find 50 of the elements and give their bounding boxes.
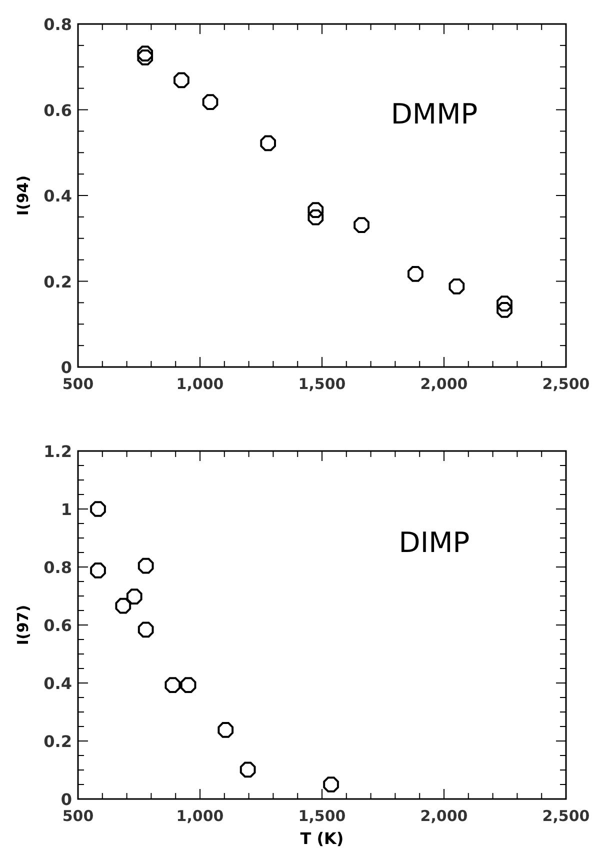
point xyxy=(354,217,370,234)
x-tick-label: 2,500 xyxy=(542,807,590,825)
y-tick-label: 0.6 xyxy=(44,616,72,635)
y-tick-label: 0.4 xyxy=(44,186,72,206)
x-tick-label: 2,000 xyxy=(420,807,468,825)
y-tick-label: 0 xyxy=(60,790,72,809)
point xyxy=(174,72,190,88)
x-tick-label: 500 xyxy=(62,375,94,393)
x-tick-label: 1,000 xyxy=(176,807,224,825)
y-tick-label: 0 xyxy=(60,358,72,377)
point xyxy=(138,558,154,574)
x-tick-label: 1,500 xyxy=(298,375,346,393)
point xyxy=(260,135,276,152)
y-axis-title: I(94) xyxy=(14,175,32,216)
y-axis-title: I(97) xyxy=(14,604,32,646)
point xyxy=(138,622,154,638)
point xyxy=(137,46,154,62)
y-tick-label: 1.2 xyxy=(44,442,72,461)
point xyxy=(323,776,339,792)
point xyxy=(202,94,218,110)
annotation: DIMP xyxy=(398,526,470,559)
x-axis-title: T (K) xyxy=(300,829,344,848)
x-tick-label: 2,000 xyxy=(420,375,468,393)
y-tick-label: 0.8 xyxy=(44,15,72,34)
x-tick-label: 1,500 xyxy=(298,807,346,825)
point xyxy=(308,209,324,226)
x-tick-label: 2,500 xyxy=(542,375,590,393)
annotation: DMMP xyxy=(390,97,478,130)
point xyxy=(308,202,324,218)
y-tick-label: 0.6 xyxy=(44,100,72,120)
point xyxy=(90,501,106,517)
point xyxy=(408,266,424,282)
y-tick-label: 0.2 xyxy=(44,272,72,292)
point xyxy=(115,598,132,614)
point xyxy=(137,50,154,66)
x-tick-label: 1,000 xyxy=(176,375,224,393)
point xyxy=(240,762,256,778)
point xyxy=(448,278,465,294)
x-tick-label: 500 xyxy=(62,807,94,825)
point xyxy=(496,302,512,318)
y-tick-label: 1 xyxy=(60,500,72,519)
point xyxy=(90,562,106,578)
point xyxy=(180,677,196,693)
y-tick-label: 0.8 xyxy=(44,558,72,577)
y-tick-label: 0.4 xyxy=(44,674,72,693)
point xyxy=(126,588,142,605)
y-tick-label: 0.2 xyxy=(44,732,72,751)
point xyxy=(218,722,234,738)
point xyxy=(164,677,181,693)
point xyxy=(496,296,512,312)
